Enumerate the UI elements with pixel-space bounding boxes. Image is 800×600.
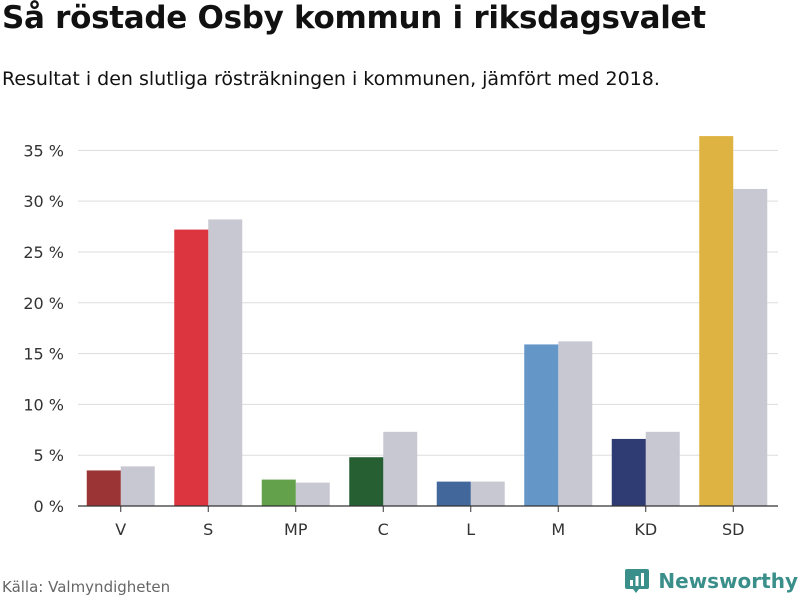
bar-2018-kd xyxy=(645,431,680,506)
bar-2018-mp xyxy=(295,482,330,506)
y-tick-label: 10 % xyxy=(23,395,64,414)
bar-2018-c xyxy=(383,431,418,506)
bar-2018-v xyxy=(120,466,155,506)
axes: 0 % 5 % 10 % 15 % 20 % 25 % 30 % 35 % V S MP C L M KD S… xyxy=(23,141,778,539)
chart-title: Så röstade Osby kommun i riksdagsvalet xyxy=(2,0,706,36)
x-tick-label: KD xyxy=(634,520,657,539)
x-tick-label: SD xyxy=(722,520,744,539)
x-tick-label: C xyxy=(378,520,389,539)
bar-2018-sd xyxy=(733,188,768,506)
y-tick-label: 15 % xyxy=(23,345,64,364)
x-tick-label: L xyxy=(466,520,475,539)
bar-2022-kd xyxy=(611,438,646,506)
y-tick-label: 0 % xyxy=(34,497,64,516)
chart-subtitle: Resultat i den slutliga rösträkningen i … xyxy=(2,68,660,90)
y-tick-label: 5 % xyxy=(34,446,64,465)
bars xyxy=(86,136,768,507)
bar-2022-s xyxy=(174,229,209,507)
y-tick-label: 20 % xyxy=(23,294,64,313)
y-tick-label: 35 % xyxy=(23,141,64,160)
bar-2022-v xyxy=(86,470,121,506)
bar-2022-sd xyxy=(699,136,734,506)
bar-2018-l xyxy=(470,481,505,506)
bar-2018-m xyxy=(558,341,593,506)
bar-chart-logo-icon xyxy=(625,569,650,593)
bar-2022-mp xyxy=(261,479,296,506)
y-tick-label: 25 % xyxy=(23,243,64,262)
bar-2022-l xyxy=(436,481,471,506)
x-tick-label: V xyxy=(115,520,126,539)
x-tick-label: M xyxy=(551,520,565,539)
bar-2022-m xyxy=(524,344,559,506)
brand-logo[interactable]: Newsworthy xyxy=(624,568,798,594)
bar-2018-s xyxy=(208,219,243,506)
brand-name: Newsworthy xyxy=(658,569,798,593)
y-tick-label: 30 % xyxy=(23,192,64,211)
x-tick-label: S xyxy=(203,520,213,539)
source-note: Källa: Valmyndigheten xyxy=(2,578,171,596)
x-tick-label: MP xyxy=(284,520,308,539)
bar-2022-c xyxy=(349,457,384,506)
